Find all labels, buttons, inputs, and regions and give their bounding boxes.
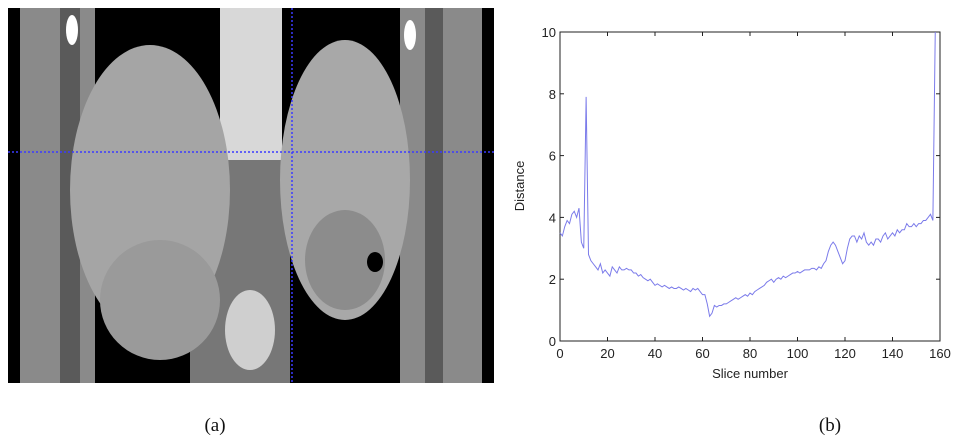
y-tick-label: 10 [542, 25, 556, 40]
x-tick-label: 40 [648, 346, 662, 361]
y-tick-label: 2 [549, 272, 556, 287]
x-tick-label: 60 [695, 346, 709, 361]
ct-image [8, 8, 494, 383]
y-tick-label: 4 [549, 210, 556, 225]
x-tick-label: 80 [743, 346, 757, 361]
y-tick-label: 0 [549, 334, 556, 349]
plot-frame [559, 31, 941, 342]
x-axis-label: Slice number [712, 366, 789, 381]
x-tick-label: 120 [834, 346, 856, 361]
x-tick-label: 0 [556, 346, 563, 361]
y-tick-label: 8 [549, 87, 556, 102]
data-line [559, 31, 936, 318]
caption: (a) [204, 415, 225, 436]
x-tick-label: 140 [882, 346, 904, 361]
x-tick-label: 20 [600, 346, 614, 361]
x-tick-label: 160 [929, 346, 951, 361]
x-tick-label: 100 [787, 346, 809, 361]
y-tick-label: 6 [549, 149, 556, 164]
y-axis-label: Distance [512, 161, 527, 212]
caption: (b) [819, 415, 841, 436]
